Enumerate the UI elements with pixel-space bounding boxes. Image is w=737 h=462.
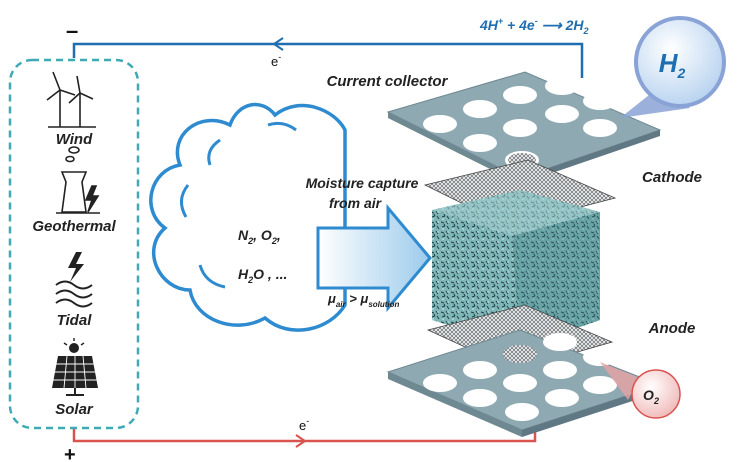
o2-bubble: O2 [600, 362, 681, 419]
electron-label-top: e- [271, 52, 281, 69]
anode-label: Anode [648, 320, 696, 337]
chemical-potential-label: μair > μsolution [327, 291, 400, 309]
tidal-label: Tidal [57, 312, 93, 329]
negative-terminal: – [66, 18, 78, 43]
o2-label: O2 [643, 387, 659, 406]
current-collector-plate-bottom [386, 329, 662, 437]
electron-label-bottom: e- [299, 416, 309, 433]
cathode-label: Cathode [642, 169, 702, 186]
cloud-gases-line2: H2O , ... [238, 266, 287, 285]
wind-turbine-icon [46, 71, 96, 128]
electron-arrow-top [272, 37, 284, 51]
cloud-icon [149, 102, 347, 332]
cathode-reaction: 4H+ + 4e- ⟶ 2H2 [479, 16, 588, 36]
cloud-inner-curls [180, 121, 297, 289]
h2-label: H2 [659, 48, 686, 81]
positive-terminal: + [64, 444, 76, 462]
moisture-capture-line2: from air [329, 195, 383, 211]
tidal-icon [55, 252, 93, 308]
geothermal-icon [56, 146, 100, 214]
solar-panel-icon [52, 338, 98, 396]
current-collector-plate-top [386, 71, 662, 184]
negative-wire [72, 37, 584, 78]
electron-arrow-bottom [295, 434, 307, 448]
geothermal-label: Geothermal [32, 218, 116, 235]
current-collector-label: Current collector [327, 73, 449, 90]
moisture-arrow-icon [316, 203, 432, 313]
h2-bubble: H2 [620, 16, 726, 118]
moisture-capture-line1: Moisture capture [306, 175, 419, 191]
solar-label: Solar [55, 401, 94, 418]
cloud-gases-line1: N2, O2, [238, 227, 281, 246]
energy-sources-panel [8, 58, 140, 430]
wind-label: Wind [56, 131, 93, 148]
